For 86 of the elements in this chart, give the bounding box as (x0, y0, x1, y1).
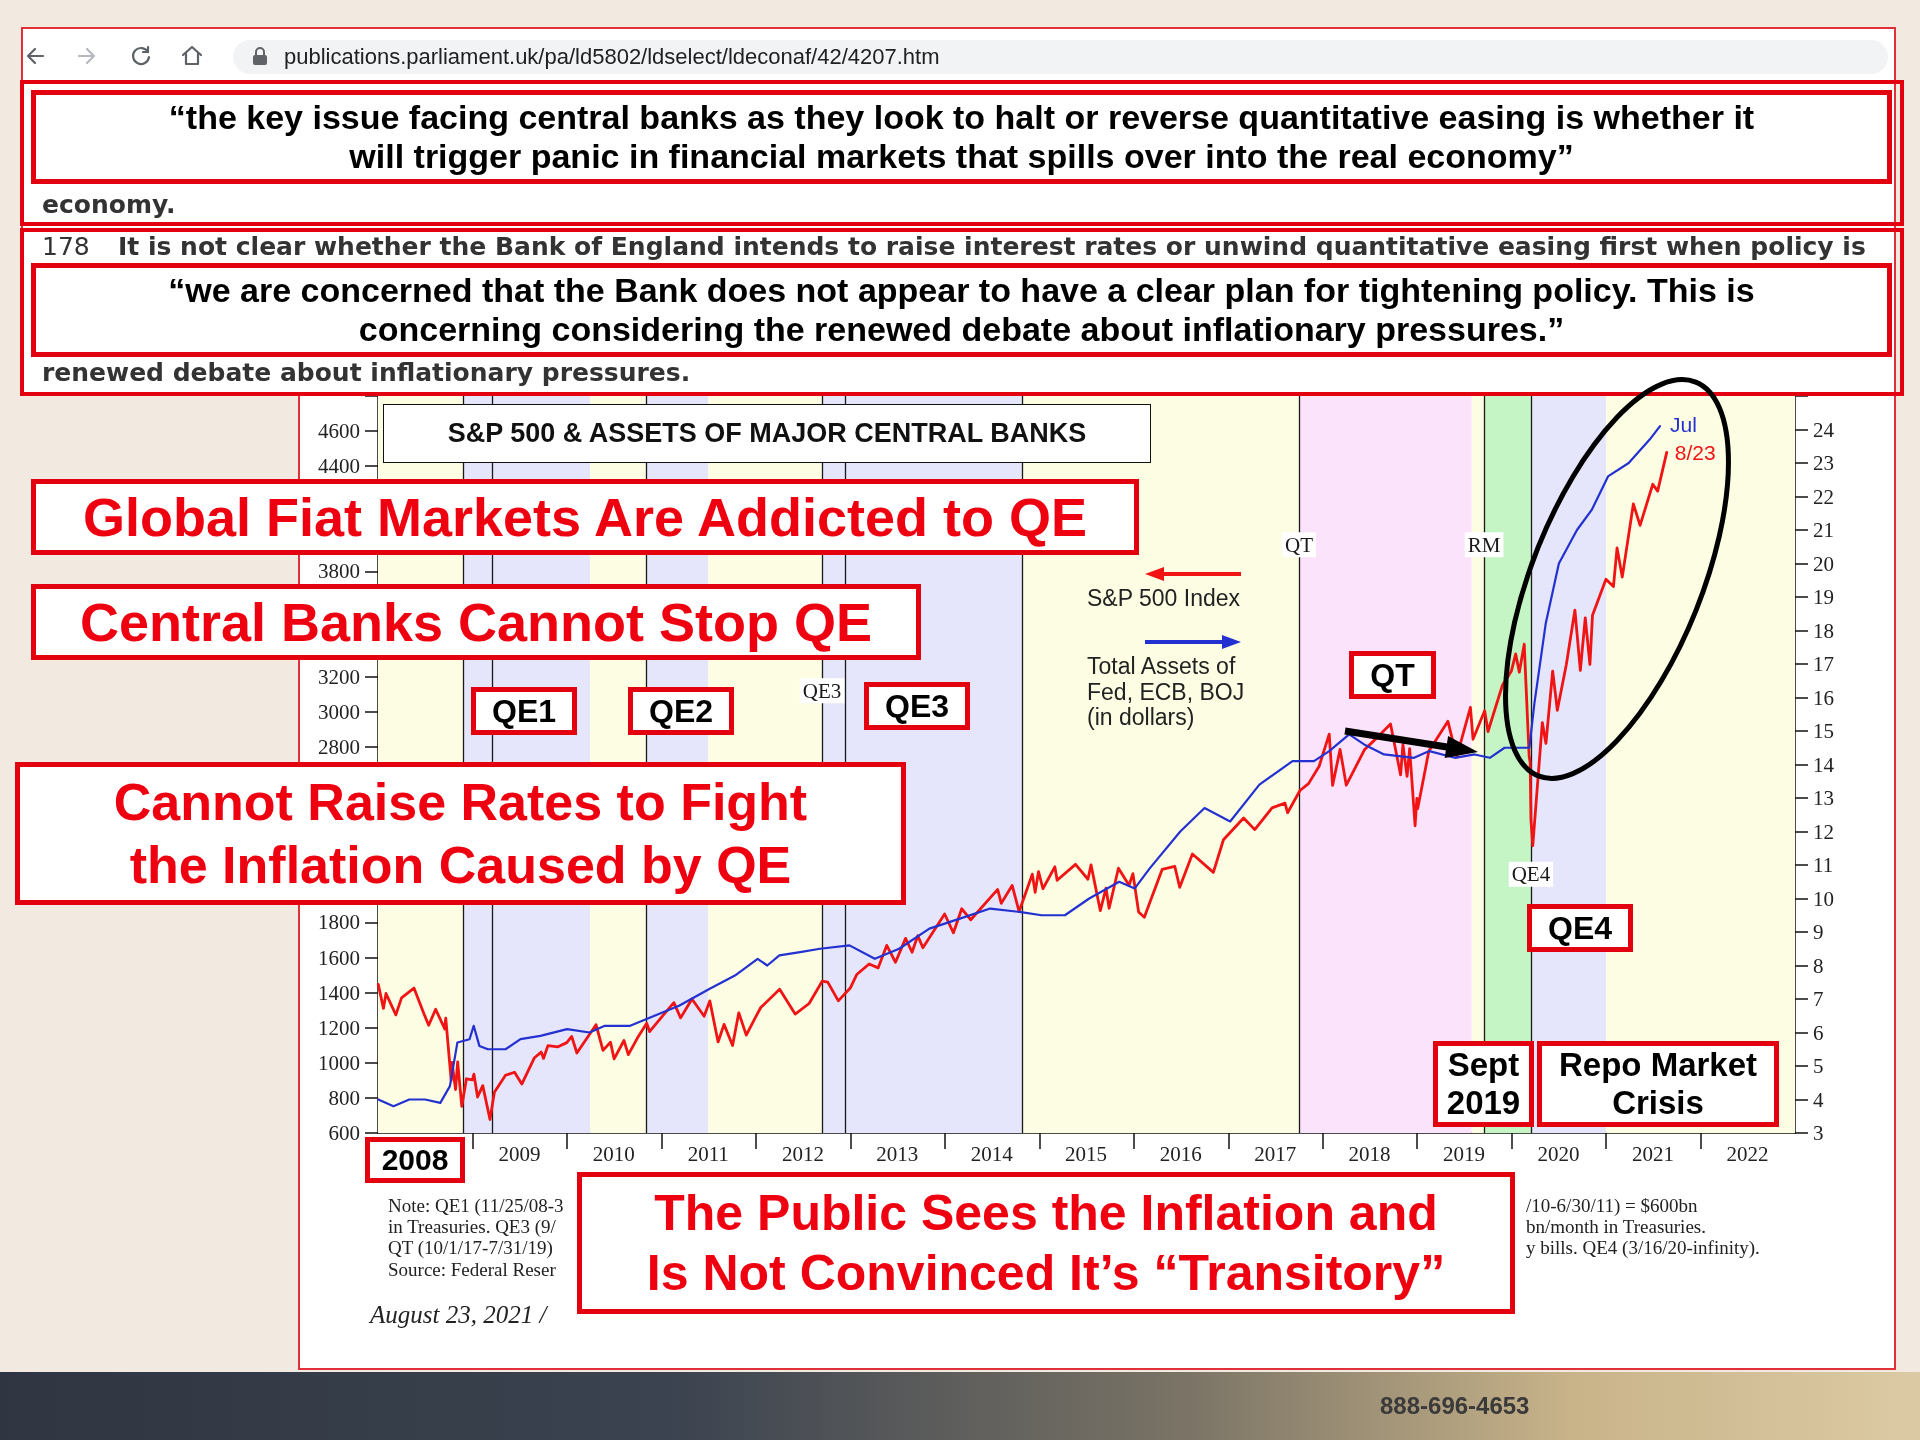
x-tick-label: 2014 (970, 1141, 1014, 1166)
text: renewed debate about inflationary pressures. (42, 358, 691, 387)
y-tick-label: 1000 (318, 1050, 360, 1075)
annotation: QE1 (491, 691, 557, 731)
x-tick-label: 2021 (1632, 1141, 1675, 1166)
x-tick-label: 2019 (1442, 1141, 1485, 1166)
y-tick-label: 1800 (318, 910, 360, 935)
annotation: Jul (1670, 412, 1697, 436)
text: The Public Sees the Inflation and Is Not Convinced It’s “Transitory” (645, 1184, 1447, 1303)
text: August 23, 2021 / (370, 1301, 547, 1328)
source-note: Source: Federal Reser (388, 1259, 556, 1280)
annotation: Global Fiat Markets Are Addicted to QE (82, 485, 1088, 549)
x-tick-label: 2015 (1065, 1141, 1108, 1166)
y2-tick-label: 24 (1813, 417, 1835, 442)
text: /10-6/30/11) = $600bn (1526, 1195, 1698, 1216)
text: economy. (42, 190, 176, 219)
x-tick-label: 2017 (1254, 1141, 1297, 1166)
y2-tick-label: 8 (1813, 953, 1824, 978)
y-tick-label: 3800 (318, 559, 360, 584)
ref-line-label: QE3 (802, 678, 842, 703)
x-tick-label: 2012 (781, 1141, 824, 1166)
x-tick-label: 2016 (1159, 1141, 1202, 1166)
annotation: QE3 (884, 686, 950, 726)
x-tick-label: 2022 (1726, 1141, 1769, 1166)
text: S&P 500 & ASSETS OF MAJOR CENTRAL BANKS (447, 418, 1087, 449)
y-tick-label: 2800 (318, 734, 360, 759)
x-tick-label: 2020 (1537, 1141, 1580, 1166)
text: It is not clear whether the Bank of England intends to raise interest rates or unwind quantitative easing first when policy is (118, 232, 1866, 261)
y2-tick-label: 7 (1813, 987, 1824, 1011)
y2-tick-label: 19 (1813, 585, 1834, 609)
y2-tick-label: 20 (1813, 551, 1834, 576)
y2-tick-label: 21 (1813, 518, 1834, 542)
annotation: QT (1370, 655, 1415, 695)
y2-tick-label: 5 (1813, 1054, 1824, 1078)
text: QT (10/1/17-7/31/19) (388, 1237, 553, 1258)
annotation: QE2 (648, 691, 714, 731)
y2-tick-label: 4 (1813, 1087, 1824, 1112)
annotation: Central Banks Cannot Stop QE (79, 590, 873, 654)
y2-tick-label: 10 (1813, 886, 1834, 911)
y2-tick-label: 14 (1813, 752, 1835, 777)
annotation: Repo Market Crisis (1557, 1046, 1759, 1122)
text: publications.parliament.uk/pa/ld5802/ldselect/ldeconaf/42/4207.htm (284, 44, 940, 69)
y-tick-label: 4400 (318, 454, 360, 479)
annotation: Sept 2019 (1445, 1046, 1522, 1122)
y2-tick-label: 6 (1813, 1020, 1824, 1045)
y-tick-label: 800 (328, 1085, 360, 1110)
x-tick-label: 2018 (1348, 1141, 1391, 1166)
y-tick-label: 1600 (318, 945, 360, 970)
y2-tick-label: 3 (1813, 1121, 1824, 1145)
y2-tick-label: 9 (1813, 920, 1824, 944)
y2-tick-label: 16 (1813, 685, 1834, 710)
ref-line-label: QE4 (1511, 862, 1551, 887)
y2-tick-label: 18 (1813, 618, 1834, 643)
y-tick-label: 3000 (318, 699, 360, 724)
y-tick-label: 3200 (318, 664, 360, 689)
ref-line-label: QT (1284, 532, 1314, 557)
x-tick-label: 2011 (687, 1141, 729, 1166)
y2-tick-label: 23 (1813, 451, 1834, 475)
text: “we are concerned that the Bank does not appear to have a clear plan for tightening policy. This is concerning considering the renewed debate about inflationary pressures.” (167, 270, 1756, 350)
text: in Treasuries. QE3 (9/ (388, 1216, 556, 1237)
text: “the key issue facing central banks as they look to halt or reverse quantitative easing is whether it will trigger panic in financial markets that spills over into the real economy” (167, 97, 1756, 177)
y2-tick-label: 12 (1813, 819, 1834, 844)
annotation: QE4 (1547, 908, 1613, 948)
text: Note: QE1 (11/25/08-3 (388, 1195, 564, 1216)
text: y bills. QE4 (3/16/20-infinity). (1526, 1237, 1760, 1258)
legend-label: S&P 500 Index (1087, 585, 1242, 612)
text: 2008 (381, 1142, 449, 1178)
legend-label: Total Assets of Fed, ECB, BOJ (in dollars) (1087, 652, 1246, 731)
x-tick-label: 2009 (498, 1141, 541, 1166)
y2-tick-label: 13 (1813, 786, 1834, 810)
x-tick-label: 2013 (876, 1141, 919, 1166)
y2-tick-label: 17 (1813, 652, 1834, 676)
x-tick-label: 2010 (592, 1141, 635, 1166)
annotation: Cannot Raise Rates to Fight the Inflation Caused by QE (112, 772, 809, 896)
y-tick-label: 4600 (318, 419, 360, 444)
y-tick-label: 1200 (318, 1015, 360, 1040)
annotation: 8/23 (1674, 440, 1716, 464)
y-tick-label: 600 (328, 1121, 360, 1145)
ref-line-label: RM (1467, 532, 1501, 557)
text: 178 (42, 232, 90, 261)
text: 888-696-4653 (1380, 1392, 1530, 1419)
y2-tick-label: 11 (1813, 853, 1834, 877)
y2-tick-label: 22 (1813, 484, 1834, 509)
y2-tick-label: 15 (1813, 719, 1834, 743)
text: bn/month in Treasuries. (1526, 1216, 1706, 1237)
y-tick-label: 1400 (318, 980, 360, 1005)
